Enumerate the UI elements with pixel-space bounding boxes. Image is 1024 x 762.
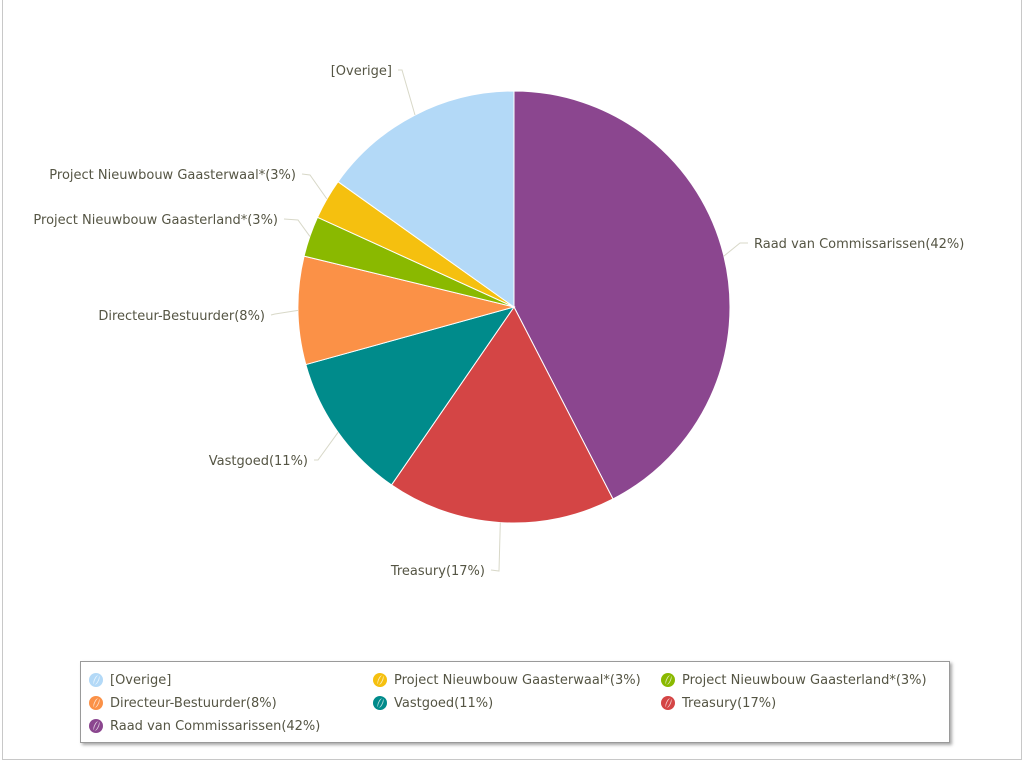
legend-item[interactable]: [Overige] bbox=[89, 670, 171, 690]
legend-marker-icon bbox=[661, 673, 675, 687]
legend-item[interactable]: Project Nieuwbouw Gaasterwaal*(3%) bbox=[373, 670, 641, 690]
slice-label: Raad van Commissarissen(42%) bbox=[754, 237, 964, 252]
label-leader-lines bbox=[270, 69, 748, 572]
pie-slice-treasury[interactable] bbox=[390, 306, 614, 524]
legend-label: Raad van Commissarissen(42%) bbox=[110, 718, 321, 734]
legend-marker-icon bbox=[661, 696, 675, 710]
leader-line bbox=[490, 522, 501, 572]
chart-legend: [Overige] Project Nieuwbouw Gaasterwaal*(… bbox=[80, 661, 950, 743]
leader-line bbox=[398, 69, 416, 116]
legend-label: [Overige] bbox=[110, 672, 172, 688]
pie-slice-vastgoed[interactable] bbox=[305, 306, 516, 486]
legend-label: Vastgoed(11%) bbox=[394, 695, 494, 711]
slice-label: [Overige] bbox=[331, 64, 392, 79]
leader-line bbox=[270, 309, 299, 316]
pie-slices bbox=[297, 90, 731, 524]
leader-line bbox=[723, 242, 748, 257]
slice-label: Project Nieuwbouw Gaasterland*(3%) bbox=[33, 213, 278, 228]
pie-slice-overige[interactable] bbox=[337, 90, 515, 308]
legend-label: Project Nieuwbouw Gaasterland*(3%) bbox=[682, 672, 927, 688]
slice-label: Vastgoed(11%) bbox=[209, 454, 308, 469]
legend-label: Project Nieuwbouw Gaasterwaal*(3%) bbox=[394, 672, 641, 688]
slice-label: Directeur-Bestuurder(8%) bbox=[98, 309, 265, 324]
legend-marker-icon bbox=[373, 696, 387, 710]
legend-item[interactable]: Treasury(17%) bbox=[661, 693, 776, 713]
legend-marker-icon bbox=[89, 673, 103, 687]
legend-item[interactable]: Raad van Commissarissen(42%) bbox=[89, 716, 320, 736]
slice-label: Project Nieuwbouw Gaasterwaal*(3%) bbox=[49, 168, 296, 183]
legend-item[interactable]: Project Nieuwbouw Gaasterland*(3%) bbox=[661, 670, 927, 690]
legend-item[interactable]: Vastgoed(11%) bbox=[373, 693, 493, 713]
pie-slice-directeur-bestuurder[interactable] bbox=[297, 255, 516, 366]
slice-labels: Raad van Commissarissen(42%) Treasury(17%… bbox=[33, 64, 964, 579]
slice-label: Treasury(17%) bbox=[390, 564, 485, 579]
leader-line bbox=[314, 432, 339, 461]
legend-marker-icon bbox=[89, 719, 103, 733]
legend-item[interactable]: Directeur-Bestuurder(8%) bbox=[89, 693, 277, 713]
leader-line bbox=[283, 218, 311, 237]
legend-marker-icon bbox=[89, 696, 103, 710]
legend-label: Directeur-Bestuurder(8%) bbox=[110, 695, 277, 711]
legend-marker-icon bbox=[373, 673, 387, 687]
legend-label: Treasury(17%) bbox=[682, 695, 777, 711]
leader-line bbox=[301, 173, 328, 200]
